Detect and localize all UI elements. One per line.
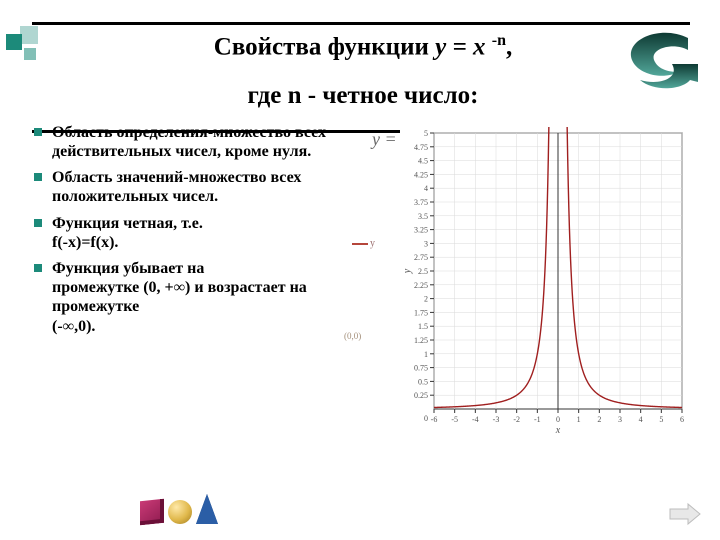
- cone-icon: [196, 494, 218, 524]
- svg-text:6: 6: [680, 415, 684, 424]
- svg-text:3: 3: [618, 415, 622, 424]
- svg-text:2.5: 2.5: [418, 267, 428, 276]
- svg-text:4.25: 4.25: [414, 170, 428, 179]
- title-line2: где n - четное число:: [36, 82, 690, 111]
- properties-list: Область определения-множество всех дейст…: [30, 123, 330, 343]
- svg-text:2: 2: [424, 294, 428, 303]
- svg-text:4.5: 4.5: [418, 156, 428, 165]
- svg-text:4: 4: [639, 415, 643, 424]
- property-text: Область значений-множество всех положите…: [52, 169, 301, 205]
- legend-y: y: [352, 238, 375, 249]
- property-sub: f(-x)=f(x).: [52, 233, 330, 252]
- slide-title: Свойства функции y = x -n, где n - четно…: [36, 12, 690, 111]
- svg-text:4: 4: [424, 184, 428, 193]
- svg-text:-2: -2: [513, 415, 520, 424]
- corner-label: (0,0): [344, 331, 361, 341]
- property-item: Функция четная, т.е.f(-x)=f(x).: [30, 214, 330, 252]
- svg-text:-4: -4: [472, 415, 479, 424]
- cube-icon: [140, 499, 164, 526]
- property-item: Функция убывает на промежутке (0, +∞) и …: [30, 259, 330, 336]
- svg-text:y: y: [402, 268, 413, 274]
- svg-text:3: 3: [424, 239, 428, 248]
- svg-text:0.75: 0.75: [414, 363, 428, 372]
- function-chart: -6 -5 -4 -3 -2 -1 0 1 2 3 4 5 6 0.25 0.5 0.75 1 1.25 1.5 1.…: [400, 127, 690, 437]
- svg-text:-6: -6: [431, 415, 438, 424]
- property-sub: (-∞,0).: [52, 317, 330, 336]
- svg-text:2.75: 2.75: [414, 253, 428, 262]
- svg-text:x: x: [555, 425, 561, 436]
- svg-text:3.25: 3.25: [414, 225, 428, 234]
- svg-text:-1: -1: [534, 415, 541, 424]
- property-item: Область определения-множество всех дейст…: [30, 123, 330, 161]
- svg-text:-3: -3: [493, 415, 500, 424]
- svg-text:4.75: 4.75: [414, 143, 428, 152]
- svg-text:-5: -5: [451, 415, 458, 424]
- title-exp: -n: [492, 32, 506, 49]
- title-post: ,: [506, 33, 512, 60]
- sphere-icon: [168, 500, 192, 524]
- title-top-rule: [32, 22, 690, 25]
- next-arrow-button[interactable]: [668, 502, 702, 526]
- property-text: Функция убывает на: [52, 260, 204, 277]
- svg-text:3.5: 3.5: [418, 212, 428, 221]
- svg-text:5: 5: [424, 129, 428, 138]
- property-item: Область значений-множество всех положите…: [30, 168, 330, 206]
- svg-text:0: 0: [556, 415, 560, 424]
- svg-text:0.5: 0.5: [418, 377, 428, 386]
- decorative-shapes: [140, 494, 218, 524]
- corner-decoration: [6, 26, 50, 70]
- property-sub: промежутке (0, +∞) и возрастает на проме…: [52, 278, 330, 316]
- svg-text:5: 5: [659, 415, 663, 424]
- swirl-arrow-icon: [620, 30, 700, 90]
- svg-text:0: 0: [424, 414, 428, 423]
- svg-text:2.25: 2.25: [414, 281, 428, 290]
- svg-text:1.5: 1.5: [418, 322, 428, 331]
- property-text: Область определения-множество всех дейст…: [52, 124, 326, 160]
- svg-text:2: 2: [597, 415, 601, 424]
- title-text-1: Свойства функции: [214, 33, 435, 60]
- svg-text:1.25: 1.25: [414, 336, 428, 345]
- svg-text:0.25: 0.25: [414, 391, 428, 400]
- svg-text:1.75: 1.75: [414, 308, 428, 317]
- svg-text:1: 1: [424, 350, 428, 359]
- property-text: Функция четная, т.е.: [52, 215, 203, 232]
- chart-panel: y = x -2 =1/x2 y -6-5-4-3-2-101234560.25…: [338, 123, 690, 343]
- title-eq: y = x: [435, 33, 492, 60]
- svg-text:3.75: 3.75: [414, 198, 428, 207]
- svg-text:1: 1: [577, 415, 581, 424]
